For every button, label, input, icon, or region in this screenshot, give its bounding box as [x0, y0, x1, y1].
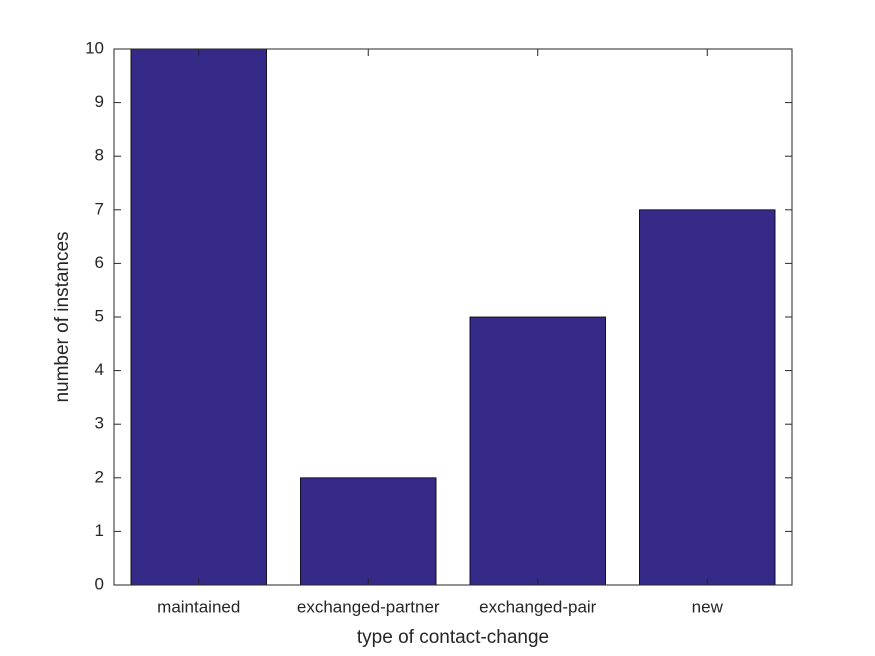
y-tick-label: 4	[95, 360, 104, 379]
x-tick-label: exchanged-pair	[479, 597, 597, 616]
bar	[639, 209, 776, 586]
y-tick-label: 5	[95, 306, 104, 325]
bar	[469, 316, 606, 586]
y-tick-label: 10	[85, 38, 104, 57]
y-tick-label: 7	[95, 199, 104, 218]
x-tick-label: maintained	[157, 597, 240, 616]
y-tick-label: 0	[95, 574, 104, 593]
y-tick-label: 6	[95, 253, 104, 272]
x-tick-label: exchanged-partner	[297, 597, 440, 616]
x-tick-label: new	[692, 597, 724, 616]
y-tick-label: 8	[95, 146, 104, 165]
y-tick-label: 2	[95, 467, 104, 486]
y-tick-label: 9	[95, 92, 104, 111]
bar	[300, 477, 437, 586]
bar	[130, 48, 267, 586]
y-tick-label: 3	[95, 414, 104, 433]
y-axis-label: number of instances	[52, 231, 73, 402]
x-axis-label: type of contact-change	[357, 627, 549, 648]
plot-frame	[113, 48, 793, 586]
y-tick-label: 1	[95, 521, 104, 540]
